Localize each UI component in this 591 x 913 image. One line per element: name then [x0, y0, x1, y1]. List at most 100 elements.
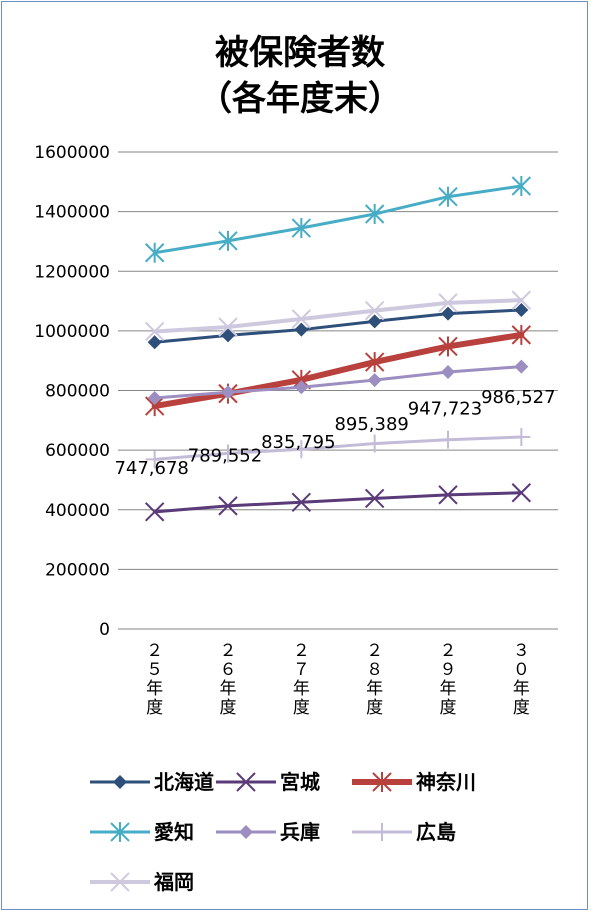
series-line — [151, 331, 525, 410]
series-line — [153, 491, 523, 514]
data-point — [147, 390, 162, 405]
y-tick-label: 200000 — [45, 560, 110, 580]
y-tick-label: 0 — [99, 620, 110, 640]
x-tick-char: ０ — [513, 660, 530, 680]
x-tick-char: ２ — [440, 641, 457, 661]
marker-stroke — [511, 483, 532, 503]
data-point — [294, 380, 309, 395]
data-point — [373, 823, 391, 841]
x-tick-char: 年 — [513, 679, 530, 699]
legend-item: 愛知 — [90, 820, 194, 844]
x-tick-char: 度 — [513, 698, 530, 718]
legend-item: 福岡 — [90, 870, 194, 894]
data-point — [364, 204, 385, 225]
marker-stroke — [110, 872, 130, 892]
data-point — [438, 293, 458, 313]
legend-item: 広島 — [352, 820, 456, 844]
series-広島 — [145, 428, 531, 469]
data-point — [218, 496, 238, 516]
x-tick-char: ５ — [146, 660, 163, 680]
marker-stroke — [364, 300, 385, 321]
y-tick-label: 1600000 — [34, 143, 110, 163]
x-tick-char: 度 — [146, 698, 163, 718]
data-labels: 747,678789,552835,795895,389947,723986,5… — [114, 387, 555, 479]
data-point — [365, 434, 384, 453]
data-point — [438, 336, 458, 357]
data-label: 789,552 — [188, 446, 262, 467]
series-兵庫 — [147, 359, 529, 405]
series-line — [152, 298, 524, 334]
series-line — [153, 184, 523, 255]
chart-title-line: （各年度末） — [198, 79, 402, 119]
data-point — [364, 300, 385, 321]
series-line — [153, 308, 523, 344]
series-愛知 — [144, 175, 532, 263]
data-point — [110, 872, 130, 892]
legend-label: 愛知 — [154, 820, 194, 844]
series-宮城 — [144, 483, 532, 522]
data-point — [441, 365, 455, 380]
marker-stroke — [364, 488, 385, 509]
data-point — [144, 502, 165, 522]
x-tick-char: 年 — [366, 679, 383, 699]
x-tick-char: 度 — [293, 698, 310, 718]
data-label: 835,795 — [261, 432, 335, 453]
x-tick-char: ２ — [293, 641, 310, 661]
data-label: 986,527 — [481, 387, 555, 408]
marker-stroke — [291, 492, 312, 513]
marker-stroke — [511, 290, 532, 310]
y-tick-label: 1000000 — [34, 322, 110, 342]
marker-stroke — [438, 485, 458, 505]
legend-item: 北海道 — [90, 770, 214, 794]
data-point — [439, 430, 457, 449]
data-point — [291, 309, 312, 329]
x-tick-char: 年 — [220, 679, 237, 699]
legend-label: 広島 — [416, 820, 456, 844]
legend-item: 神奈川 — [352, 770, 476, 794]
data-point — [144, 321, 165, 342]
data-point — [239, 825, 253, 839]
data-point — [236, 772, 256, 792]
x-tick-char: ８ — [366, 660, 383, 680]
data-point — [218, 317, 238, 337]
x-tick-char: 度 — [220, 698, 237, 718]
data-point — [364, 352, 385, 373]
y-tick-label: 400000 — [45, 501, 110, 521]
data-point — [147, 335, 162, 350]
data-point — [511, 290, 532, 310]
marker-stroke — [291, 309, 312, 329]
data-point — [514, 359, 529, 374]
series-line — [153, 435, 523, 461]
data-label: 947,723 — [408, 398, 482, 419]
x-tick-char: 度 — [440, 698, 457, 718]
data-point — [221, 385, 235, 400]
data-point — [292, 440, 311, 459]
legend-item: 宮城 — [216, 770, 320, 794]
legend-label: 兵庫 — [280, 820, 320, 844]
data-point — [294, 322, 309, 337]
legend-item: 兵庫 — [216, 820, 320, 844]
x-tick-char: 年 — [146, 679, 163, 699]
y-tick-label: 1400000 — [34, 203, 110, 223]
data-point — [364, 488, 385, 509]
marker-stroke — [144, 502, 165, 522]
data-point — [367, 373, 382, 388]
series-line — [153, 365, 523, 400]
x-tick-char: ２ — [220, 641, 237, 661]
x-tick-char: ９ — [440, 660, 457, 680]
data-point — [291, 218, 312, 239]
gridlines — [118, 151, 558, 630]
data-point — [144, 242, 165, 263]
data-point — [511, 483, 532, 503]
series — [144, 175, 532, 522]
x-tick-char: 度 — [366, 698, 383, 718]
data-point — [511, 324, 532, 345]
series-福岡 — [144, 290, 532, 342]
data-point — [110, 822, 130, 842]
